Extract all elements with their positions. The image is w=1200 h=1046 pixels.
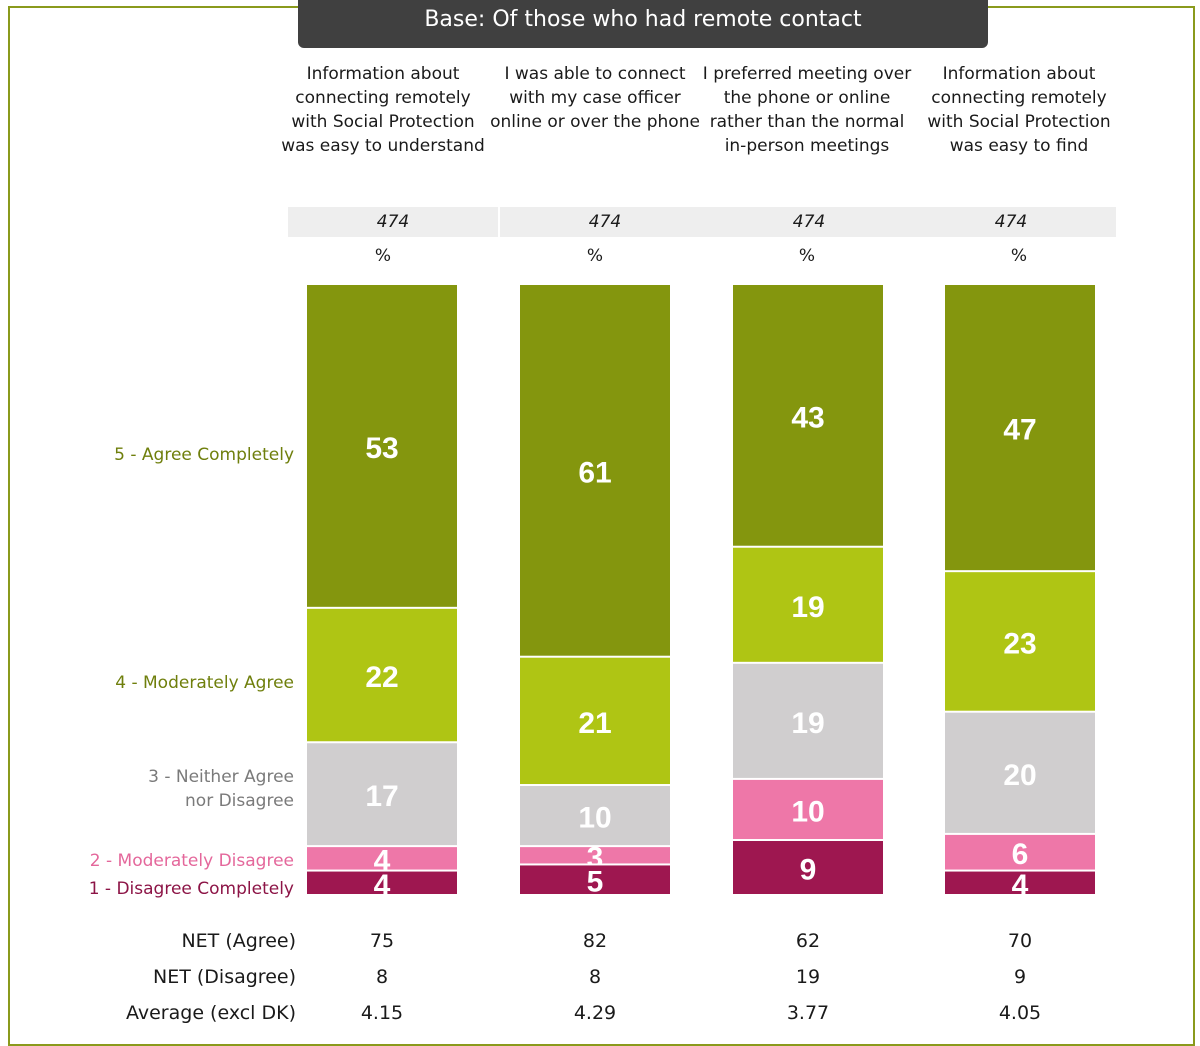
column-header: Information about connecting remotely wi… [927, 64, 1111, 156]
data-label: 10 [578, 802, 611, 835]
percent-unit-label: % [798, 246, 816, 266]
bar-segment-moderately-agree [520, 657, 670, 785]
data-label: 43 [791, 401, 824, 434]
stat-value: 4.15 [360, 1002, 404, 1024]
data-label: 47 [1003, 414, 1036, 447]
column-header: Information about connecting remotely wi… [281, 64, 485, 156]
base-banner: Base: Of those who had remote contact [298, 0, 988, 48]
column-header: I preferred meeting over the phone or on… [702, 64, 912, 156]
stat-value: 82 [582, 930, 608, 952]
data-label: 19 [791, 591, 824, 624]
data-label: 4 [374, 844, 391, 877]
bar-segment-agree-completely [307, 285, 457, 607]
data-label: 5 [587, 866, 604, 899]
data-label: 17 [365, 780, 398, 813]
bar-segment-moderately-agree [945, 572, 1095, 711]
stat-value: 19 [795, 966, 821, 988]
stat-value: 8 [588, 966, 602, 988]
data-label: 19 [791, 707, 824, 740]
series-label-moderately-disagree: 2 - Moderately Disagree [89, 851, 294, 871]
percent-unit-label: % [586, 246, 604, 266]
bar-segment-agree-completely [733, 285, 883, 546]
data-label: 21 [578, 707, 611, 740]
column-header: I was able to connect with my case offic… [490, 64, 700, 132]
stat-label-net-disagree: NET (Disagree) [153, 966, 296, 988]
series-label-moderately-agree: 4 - Moderately Agree [115, 673, 294, 693]
data-label: 53 [365, 432, 398, 465]
stat-label-average: Average (excl DK) [125, 1002, 296, 1024]
series-label-neither: 3 - Neither Agree nor Disagree [148, 767, 294, 811]
series-label-disagree-completely: 1 - Disagree Completely [88, 879, 294, 899]
stat-value: 3.77 [786, 1002, 830, 1024]
stat-value: 9 [1013, 966, 1027, 988]
data-label: 20 [1003, 759, 1036, 792]
stat-value: 4.05 [998, 1002, 1042, 1024]
bar-segment-agree-completely [945, 285, 1095, 571]
base-count: 474 [288, 207, 498, 237]
base-count: 474 [500, 207, 710, 237]
data-label: 4 [1012, 869, 1029, 902]
data-label: 22 [365, 661, 398, 694]
stat-value: 62 [795, 930, 821, 952]
data-label: 61 [578, 456, 611, 489]
data-label: 6 [1012, 838, 1029, 871]
data-label: 9 [800, 854, 817, 887]
bar-segment-neither [945, 712, 1095, 833]
bar-segment-neither [307, 743, 457, 846]
stat-value: 75 [369, 930, 395, 952]
base-count: 474 [704, 207, 914, 237]
data-label: 4 [374, 869, 391, 902]
bar-segment-disagree-completely [520, 865, 670, 894]
bar-segment-disagree-completely [733, 841, 883, 894]
stat-label-net-agree: NET (Agree) [181, 930, 296, 952]
bar-segment-moderately-agree [307, 608, 457, 742]
bar-segment-agree-completely [520, 285, 670, 656]
bar-segment-neither [520, 786, 670, 846]
series-label-agree-completely: 5 - Agree Completely [114, 445, 294, 465]
bar-segment-moderately-disagree [307, 847, 457, 870]
stat-value: 4.29 [573, 1002, 617, 1024]
stat-value: 70 [1007, 930, 1033, 952]
bar-segment-neither [733, 663, 883, 778]
bar-segment-disagree-completely [307, 871, 457, 894]
bar-segment-moderately-disagree [520, 847, 670, 864]
data-label: 10 [791, 795, 824, 828]
percent-unit-label: % [1010, 246, 1028, 266]
data-label: 23 [1003, 627, 1036, 660]
bar-segment-moderately-agree [733, 547, 883, 662]
bar-segment-moderately-disagree [945, 834, 1095, 870]
stat-value: 8 [375, 966, 389, 988]
bar-segment-moderately-disagree [733, 779, 883, 840]
base-count: 474 [906, 207, 1116, 237]
bar-segment-disagree-completely [945, 871, 1095, 894]
percent-unit-label: % [374, 246, 392, 266]
